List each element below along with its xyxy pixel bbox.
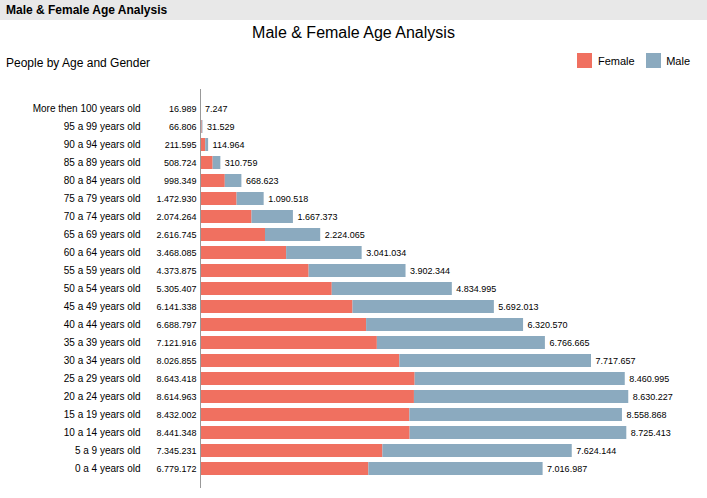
svg-text:90 a 94 years old: 90 a 94 years old [64, 139, 141, 150]
svg-text:7.016.987: 7.016.987 [547, 463, 587, 473]
svg-text:5.692.013: 5.692.013 [498, 301, 538, 311]
svg-text:114.964: 114.964 [213, 139, 245, 149]
svg-text:3.041.034: 3.041.034 [366, 247, 406, 257]
svg-text:508.724: 508.724 [164, 157, 197, 167]
svg-text:6.779.172: 6.779.172 [156, 463, 196, 473]
svg-text:2.616.745: 2.616.745 [156, 229, 196, 239]
svg-text:4.373.875: 4.373.875 [156, 265, 196, 275]
svg-text:35 a 39 years old: 35 a 39 years old [64, 337, 141, 348]
svg-text:66.806: 66.806 [169, 121, 197, 131]
svg-text:8.614.963: 8.614.963 [156, 391, 196, 401]
svg-text:8.725.413: 8.725.413 [631, 427, 671, 437]
svg-text:7.717.657: 7.717.657 [595, 355, 635, 365]
svg-text:60 a 64 years old: 60 a 64 years old [64, 247, 141, 258]
svg-text:2.074.264: 2.074.264 [156, 211, 196, 221]
svg-text:30 a 34 years old: 30 a 34 years old [64, 355, 141, 366]
svg-text:211.595: 211.595 [165, 139, 197, 149]
html-text:Male & Female Age Analysis: Male & Female Age Analysis [252, 24, 455, 41]
svg-text:6.141.338: 6.141.338 [156, 301, 196, 311]
svg-text:40 a 44 years old: 40 a 44 years old [64, 319, 141, 330]
svg-text:7.345.231: 7.345.231 [156, 445, 196, 455]
svg-text:4.834.995: 4.834.995 [456, 283, 496, 293]
svg-text:25 a 29 years old: 25 a 29 years old [64, 373, 141, 384]
svg-text:7.121.916: 7.121.916 [156, 337, 196, 347]
svg-text:8.630.227: 8.630.227 [633, 391, 673, 401]
svg-text:8.558.868: 8.558.868 [626, 409, 666, 419]
svg-text:5.305.407: 5.305.407 [156, 283, 196, 293]
html-text:Male: Male [666, 54, 690, 67]
svg-text:1.472.930: 1.472.930 [156, 193, 196, 203]
svg-text:3.902.344: 3.902.344 [410, 265, 450, 275]
svg-text:1.667.373: 1.667.373 [297, 211, 337, 221]
svg-text:45 a 49 years old: 45 a 49 years old [64, 301, 141, 312]
svg-text:8.441.348: 8.441.348 [156, 427, 196, 437]
svg-text:6.688.797: 6.688.797 [156, 319, 196, 329]
svg-text:310.759: 310.759 [225, 157, 258, 167]
svg-text:75 a 79 years old: 75 a 79 years old [64, 193, 141, 204]
svg-text:8.643.418: 8.643.418 [156, 373, 196, 383]
svg-text:70 a 74 years old: 70 a 74 years old [64, 211, 141, 222]
svg-text:15 a 19 years old: 15 a 19 years old [64, 409, 141, 420]
svg-text:6.320.570: 6.320.570 [528, 319, 568, 329]
svg-text:55 a 59 years old: 55 a 59 years old [64, 265, 141, 276]
svg-text:65 a 69 years old: 65 a 69 years old [64, 229, 141, 240]
svg-text:7.624.144: 7.624.144 [576, 445, 616, 455]
svg-text:8.432.002: 8.432.002 [156, 409, 196, 419]
svg-text:5 a 9 years old: 5 a 9 years old [75, 445, 141, 456]
svg-text:31.529: 31.529 [207, 121, 235, 131]
html-text:Male & Female Age Analysis: Male & Female Age Analysis [6, 3, 168, 17]
svg-text:95 a 99 years old: 95 a 99 years old [64, 121, 141, 132]
svg-text:80 a 84 years old: 80 a 84 years old [64, 175, 141, 186]
svg-text:8.460.995: 8.460.995 [629, 373, 669, 383]
svg-text:1.090.518: 1.090.518 [268, 193, 308, 203]
svg-text:16.989: 16.989 [169, 103, 197, 113]
svg-text:20 a 24 years old: 20 a 24 years old [64, 391, 141, 402]
svg-text:10 a 14 years old: 10 a 14 years old [64, 427, 141, 438]
svg-text:8.026.855: 8.026.855 [156, 355, 196, 365]
html-text:People by Age and Gender: People by Age and Gender [6, 56, 151, 71]
svg-text:3.468.085: 3.468.085 [156, 247, 196, 257]
svg-text:2.224.065: 2.224.065 [325, 229, 365, 239]
svg-text:998.349: 998.349 [164, 175, 197, 185]
svg-text:6.766.665: 6.766.665 [549, 337, 589, 347]
svg-text:50 a 54 years old: 50 a 54 years old [64, 283, 141, 294]
svg-text:7.247: 7.247 [205, 103, 228, 113]
svg-text:85 a 89 years old: 85 a 89 years old [64, 157, 141, 168]
svg-text:0 a 4 years old: 0 a 4 years old [75, 463, 141, 474]
svg-text:668.623: 668.623 [246, 175, 279, 185]
svg-text:More then 100 years old: More then 100 years old [33, 103, 141, 114]
html-text:Female: Female [598, 54, 635, 67]
